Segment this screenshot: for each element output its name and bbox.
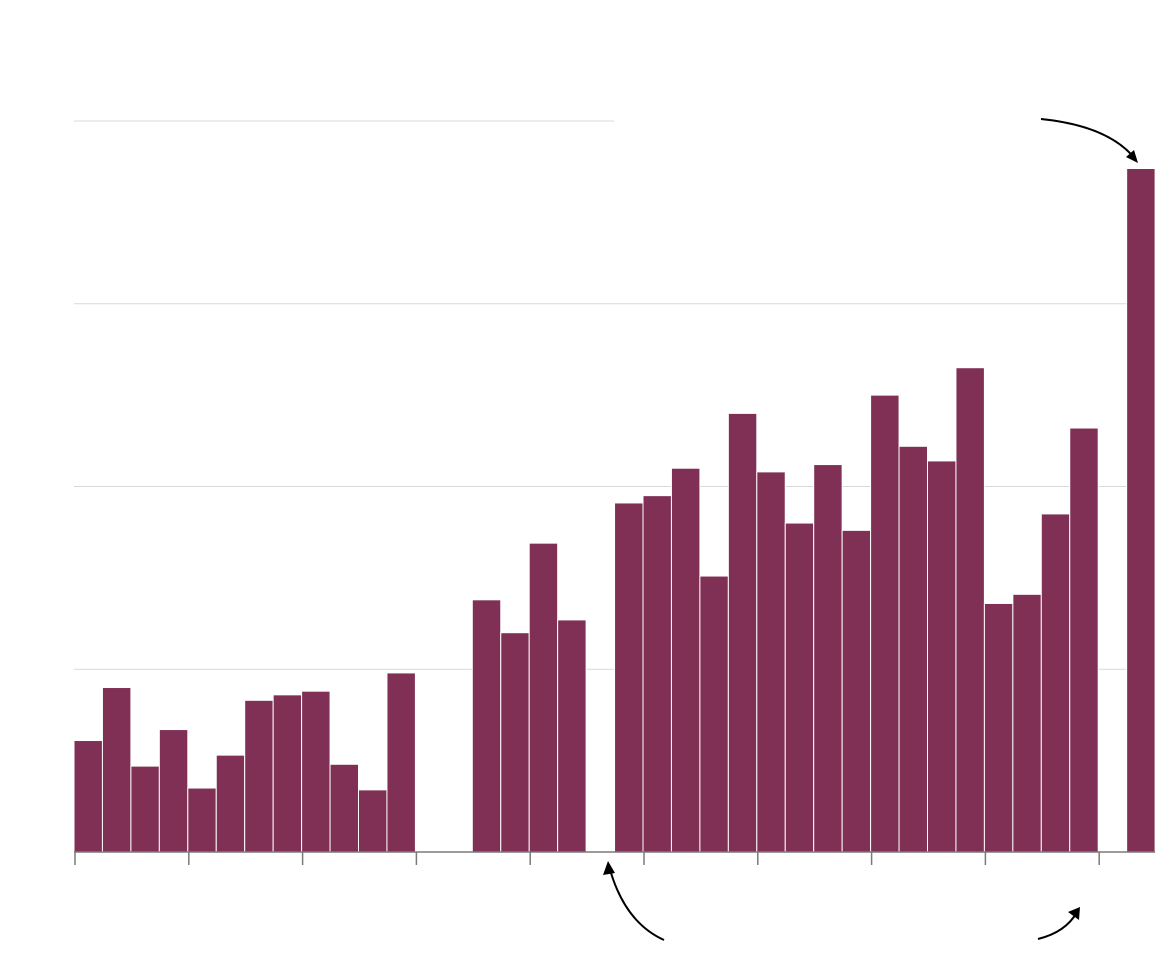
bar xyxy=(215,754,246,853)
bottom-middle-arrowhead xyxy=(603,861,615,875)
bar xyxy=(898,445,928,853)
bar xyxy=(301,690,331,853)
bar xyxy=(841,529,872,853)
bar xyxy=(500,632,530,853)
bar xyxy=(73,740,103,853)
bottom-right-arrow xyxy=(1037,911,1078,940)
bar xyxy=(727,412,758,853)
top-right-arrow xyxy=(1040,118,1137,161)
bar xyxy=(101,687,132,853)
bar xyxy=(699,575,729,853)
bar xyxy=(813,464,843,853)
bar xyxy=(130,765,160,853)
bars xyxy=(73,168,1156,853)
bar xyxy=(983,602,1014,853)
bar xyxy=(614,502,644,853)
bar xyxy=(1040,513,1071,853)
bar xyxy=(557,619,587,853)
bar xyxy=(670,467,701,853)
bar xyxy=(471,599,502,853)
bar xyxy=(1012,593,1042,853)
bar xyxy=(187,787,217,853)
bar xyxy=(756,471,786,853)
bar xyxy=(784,522,815,853)
bar xyxy=(386,672,416,853)
bar xyxy=(528,542,559,853)
annotation-arrows xyxy=(603,118,1138,941)
bar xyxy=(329,763,359,853)
gridlines xyxy=(74,120,1154,670)
bar xyxy=(272,694,303,853)
bar xyxy=(927,460,957,853)
bar xyxy=(158,729,189,853)
bar xyxy=(870,394,900,853)
bar xyxy=(642,495,672,853)
bottom-right-arrowhead xyxy=(1068,907,1080,920)
top-right-arrowhead xyxy=(1126,150,1138,163)
bar xyxy=(1126,168,1156,853)
bottom-middle-arrow xyxy=(608,865,665,941)
bar xyxy=(955,367,985,853)
bar xyxy=(1069,427,1099,853)
bar xyxy=(358,789,388,853)
x-axis-ticks xyxy=(74,852,1100,865)
bar xyxy=(244,699,274,853)
